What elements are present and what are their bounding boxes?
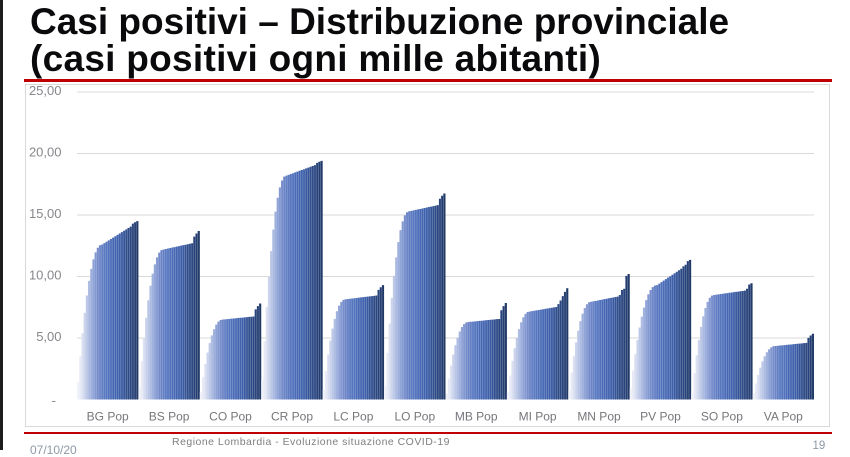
svg-text:LC Pop: LC Pop	[333, 409, 373, 423]
svg-text:BG Pop: BG Pop	[87, 409, 129, 423]
svg-text:-: -	[52, 393, 56, 408]
svg-text:BS Pop: BS Pop	[149, 409, 190, 423]
svg-text:CR Pop: CR Pop	[271, 409, 313, 423]
svg-text:10,00: 10,00	[29, 268, 62, 283]
svg-text:PV Pop: PV Pop	[640, 409, 681, 423]
svg-text:MI Pop: MI Pop	[519, 409, 557, 423]
svg-text:MN Pop: MN Pop	[577, 409, 621, 423]
svg-text:SO Pop: SO Pop	[701, 409, 743, 423]
svg-text:20,00: 20,00	[29, 145, 62, 160]
svg-text:MB Pop: MB Pop	[455, 409, 498, 423]
svg-text:VA Pop: VA Pop	[764, 409, 803, 423]
svg-text:CO Pop: CO Pop	[209, 409, 252, 423]
svg-text:LO Pop: LO Pop	[394, 409, 435, 423]
svg-text:5,00: 5,00	[36, 329, 61, 344]
svg-text:25,00: 25,00	[29, 83, 62, 98]
svg-text:15,00: 15,00	[29, 206, 62, 221]
